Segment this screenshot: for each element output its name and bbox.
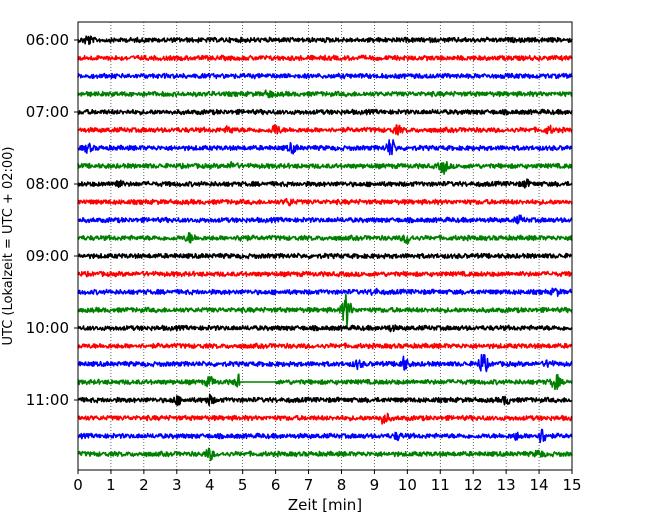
trace-0800 <box>77 178 573 189</box>
x-tick-label: 14 <box>530 476 549 494</box>
trace-0930 <box>77 287 573 297</box>
x-tick-label: 2 <box>139 476 149 494</box>
x-tick-label: 1 <box>106 476 116 494</box>
trace-1115 <box>77 412 573 425</box>
trace-1100 <box>77 393 573 407</box>
trace-0815 <box>77 197 573 207</box>
y-axis-label: UTC (Lokalzeit = UTC + 02:00) <box>1 147 16 346</box>
x-axis-label: Zeit [min] <box>288 496 362 514</box>
x-tick-label: 10 <box>398 476 417 494</box>
x-tick-label: 4 <box>205 476 215 494</box>
plot-frame <box>77 21 573 471</box>
trace-0945 <box>77 293 573 328</box>
y-tick-label: 10:00 <box>26 319 69 337</box>
trace-1030 <box>77 353 573 373</box>
trace-0830 <box>77 214 573 225</box>
trace-0600 <box>77 35 573 46</box>
trace-0645 <box>77 89 573 99</box>
trace-0730 <box>77 139 573 156</box>
x-tick-label: 9 <box>370 476 380 494</box>
trace-0745 <box>77 160 573 175</box>
x-tick-label: 13 <box>497 476 516 494</box>
trace-0630 <box>77 72 573 80</box>
y-tick-label: 09:00 <box>26 247 69 265</box>
trace-0715 <box>77 124 573 136</box>
x-tick-label: 0 <box>73 476 83 494</box>
y-tick-label: 08:00 <box>26 175 69 193</box>
x-axis-ticks: 0 1 2 3 4 5 6 7 8 9 10 11 12 13 14 15 <box>73 470 582 494</box>
y-tick-label: 11:00 <box>26 391 69 409</box>
x-tick-label: 11 <box>431 476 450 494</box>
x-tick-label: 15 <box>562 476 581 494</box>
trace-0700 <box>77 108 573 116</box>
trace-0900 <box>77 252 573 260</box>
plot-area <box>78 22 572 470</box>
x-tick-label: 12 <box>464 476 483 494</box>
trace-1000 <box>77 324 573 333</box>
trace-1130 <box>77 428 573 444</box>
trace-0845 <box>77 231 573 245</box>
trace-group <box>77 35 573 462</box>
trace-1015 <box>77 342 573 350</box>
trace-1145 <box>77 447 573 462</box>
x-tick-label: 8 <box>337 476 347 494</box>
trace-0915 <box>77 270 573 278</box>
y-tick-label: 07:00 <box>26 103 69 121</box>
x-tick-label: 5 <box>238 476 248 494</box>
y-tick-label: 06:00 <box>26 31 69 49</box>
y-axis-ticks: 06:00 07:00 08:00 09:00 10:00 11:00 <box>26 31 78 409</box>
trace-1045 <box>77 373 573 391</box>
x-tick-label: 3 <box>172 476 182 494</box>
x-tick-label: 6 <box>271 476 281 494</box>
x-tick-label: 7 <box>304 476 314 494</box>
trace-0615 <box>77 54 573 62</box>
